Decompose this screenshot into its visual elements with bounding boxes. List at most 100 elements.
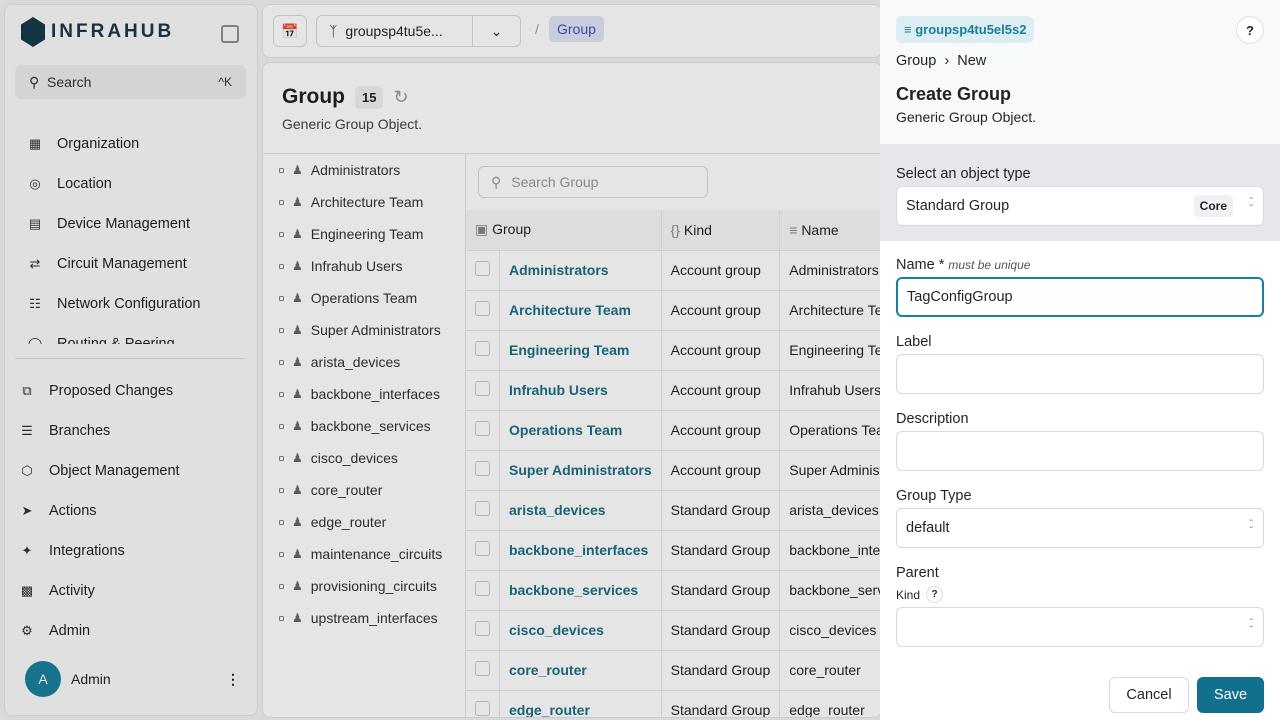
row-checkbox[interactable]: [475, 421, 490, 436]
row-checkbox[interactable]: [475, 701, 490, 716]
help-icon[interactable]: ?: [926, 586, 944, 603]
branch-badge: ≡ groupsp4tu5el5s2: [896, 16, 1035, 43]
cancel-button[interactable]: Cancel: [1109, 677, 1189, 713]
cell-group[interactable]: Architecture Team: [499, 290, 662, 331]
row-checkbox[interactable]: [475, 501, 490, 516]
tree-bullet: [279, 519, 284, 525]
cell-name: backbone_services: [779, 570, 881, 611]
cell-group[interactable]: Infrahub Users: [499, 370, 662, 411]
table-row[interactable]: Engineering Team Account group Engineering…: [466, 330, 881, 371]
table-row[interactable]: Architecture Team Account group Architectu…: [466, 290, 881, 331]
tree-item[interactable]: ♟ backbone_interfaces: [263, 378, 465, 410]
description-input[interactable]: [896, 431, 1264, 471]
save-button[interactable]: Save: [1197, 677, 1264, 713]
table-row[interactable]: cisco_devices Standard Group cisco_devices: [466, 610, 881, 651]
table-row[interactable]: edge_router Standard Group edge_router: [466, 690, 881, 717]
help-button[interactable]: ?: [1236, 16, 1264, 44]
avatar: A: [25, 661, 61, 697]
tree-item[interactable]: ♟ arista_devices: [263, 346, 465, 378]
sidebar-item-integrations[interactable]: ✦ Integrations: [5, 531, 257, 571]
sidebar-item-device-management[interactable]: ▤ Device Management: [5, 204, 257, 244]
refresh-icon[interactable]: ↻: [393, 86, 409, 107]
cell-group[interactable]: Administrators: [499, 250, 662, 291]
layers-icon: ☰: [21, 423, 33, 438]
table-row[interactable]: core_router Standard Group core_router: [466, 650, 881, 691]
sidebar-item-circuit-management[interactable]: ⇄ Circuit Management: [5, 244, 257, 284]
row-checkbox[interactable]: [475, 381, 490, 396]
column-header-name[interactable]: Name: [801, 221, 839, 238]
table-row[interactable]: arista_devices Standard Group arista_devic…: [466, 490, 881, 531]
cell-group[interactable]: Engineering Team: [499, 330, 662, 371]
modal-backdrop[interactable]: [0, 0, 880, 720]
name-input[interactable]: TagConfigGroup: [896, 277, 1264, 317]
calendar-clock-icon[interactable]: 📅: [273, 15, 307, 47]
group-column-icon: ▣: [475, 221, 489, 238]
panel-description: Generic Group Object.: [896, 109, 1037, 125]
logo[interactable]: INFRAHUB: [21, 17, 174, 47]
tree-item[interactable]: ♟ Infrahub Users: [263, 250, 465, 282]
cell-group[interactable]: cisco_devices: [499, 610, 662, 651]
table-row[interactable]: Super Administrators Account group Super A…: [466, 450, 881, 491]
more-icon[interactable]: ⋮: [226, 670, 240, 687]
sidebar-item-actions[interactable]: ➤ Actions: [5, 491, 257, 531]
row-checkbox[interactable]: [475, 301, 490, 316]
cell-group[interactable]: backbone_interfaces: [499, 530, 662, 571]
breadcrumb-group[interactable]: Group: [549, 16, 604, 42]
cell-group[interactable]: backbone_services: [499, 570, 662, 611]
tree-item[interactable]: ♟ provisioning_circuits: [263, 570, 465, 602]
sidebar-item-admin[interactable]: ⚙ Admin: [5, 611, 257, 651]
sidebar-item-organization[interactable]: ▦ Organization: [5, 124, 257, 164]
tree-item[interactable]: ♟ core_router: [263, 474, 465, 506]
row-checkbox[interactable]: [475, 261, 490, 276]
table-row[interactable]: backbone_interfaces Standard Group backbon…: [466, 530, 881, 571]
branch-selector[interactable]: ᛉ groupsp4tu5e... ⌄: [316, 15, 521, 47]
crumb-group[interactable]: Group: [896, 53, 937, 69]
sidebar-item-location[interactable]: ◎ Location: [5, 164, 257, 204]
table-row[interactable]: Infrahub Users Account group Infrahub User…: [466, 370, 881, 411]
search-button[interactable]: ⚲ Search ^K: [15, 65, 246, 99]
cell-group[interactable]: core_router: [499, 650, 662, 691]
object-type-select[interactable]: Standard Group Core ˆ ˇ: [896, 186, 1264, 226]
search-group-input[interactable]: ⚲ Search Group: [478, 166, 708, 198]
table-row[interactable]: Administrators Account group Administrator…: [466, 250, 881, 291]
table-row[interactable]: backbone_services Standard Group backbone_…: [466, 570, 881, 611]
row-checkbox[interactable]: [475, 581, 490, 596]
tree-item[interactable]: ♟ maintenance_circuits: [263, 538, 465, 570]
cell-group[interactable]: arista_devices: [499, 490, 662, 531]
sidebar-item-routing-peering[interactable]: ◯ Routing & Peering: [5, 324, 257, 344]
row-checkbox[interactable]: [475, 621, 490, 636]
sidebar-item-network-configuration[interactable]: ☷ Network Configuration: [5, 284, 257, 324]
tree-item[interactable]: ♟ Engineering Team: [263, 218, 465, 250]
row-checkbox[interactable]: [475, 461, 490, 476]
users-icon: ♟: [292, 611, 303, 625]
column-header-group[interactable]: Group: [492, 221, 532, 238]
sidebar-item-proposed-changes[interactable]: ⧉ Proposed Changes: [5, 371, 257, 411]
tree-item[interactable]: ♟ Operations Team: [263, 282, 465, 314]
column-header-kind[interactable]: Kind: [683, 221, 712, 238]
row-checkbox[interactable]: [475, 341, 490, 356]
row-checkbox[interactable]: [475, 661, 490, 676]
tree-item[interactable]: ♟ edge_router: [263, 506, 465, 538]
tree-item[interactable]: ♟ upstream_interfaces: [263, 602, 465, 634]
group-type-select[interactable]: default ˆ ˇ: [896, 508, 1264, 548]
tree-item[interactable]: ♟ backbone_services: [263, 410, 465, 442]
user-menu[interactable]: A Admin ⋮: [25, 661, 240, 697]
collapse-sidebar-icon[interactable]: [221, 25, 239, 43]
tree-item[interactable]: ♟ cisco_devices: [263, 442, 465, 474]
tree-bullet: [279, 615, 284, 621]
tree-item[interactable]: ♟ Super Administrators: [263, 314, 465, 346]
table-row[interactable]: Operations Team Account group Operations T…: [466, 410, 881, 451]
sidebar-item-activity[interactable]: ▩ Activity: [5, 571, 257, 611]
label-input[interactable]: [896, 354, 1264, 394]
row-checkbox[interactable]: [475, 541, 490, 556]
kind-column-icon: {}: [670, 221, 680, 238]
tree-item[interactable]: ♟ Architecture Team: [263, 186, 465, 218]
cell-group[interactable]: Super Administrators: [499, 450, 662, 491]
tree-item[interactable]: ♟ Administrators: [263, 154, 465, 186]
sidebar-item-object-management[interactable]: ⬡ Object Management: [5, 451, 257, 491]
cell-group[interactable]: edge_router: [499, 690, 662, 717]
sidebar-item-branches[interactable]: ☰ Branches: [5, 411, 257, 451]
chevron-down-icon[interactable]: ⌄: [472, 16, 520, 46]
cell-group[interactable]: Operations Team: [499, 410, 662, 451]
